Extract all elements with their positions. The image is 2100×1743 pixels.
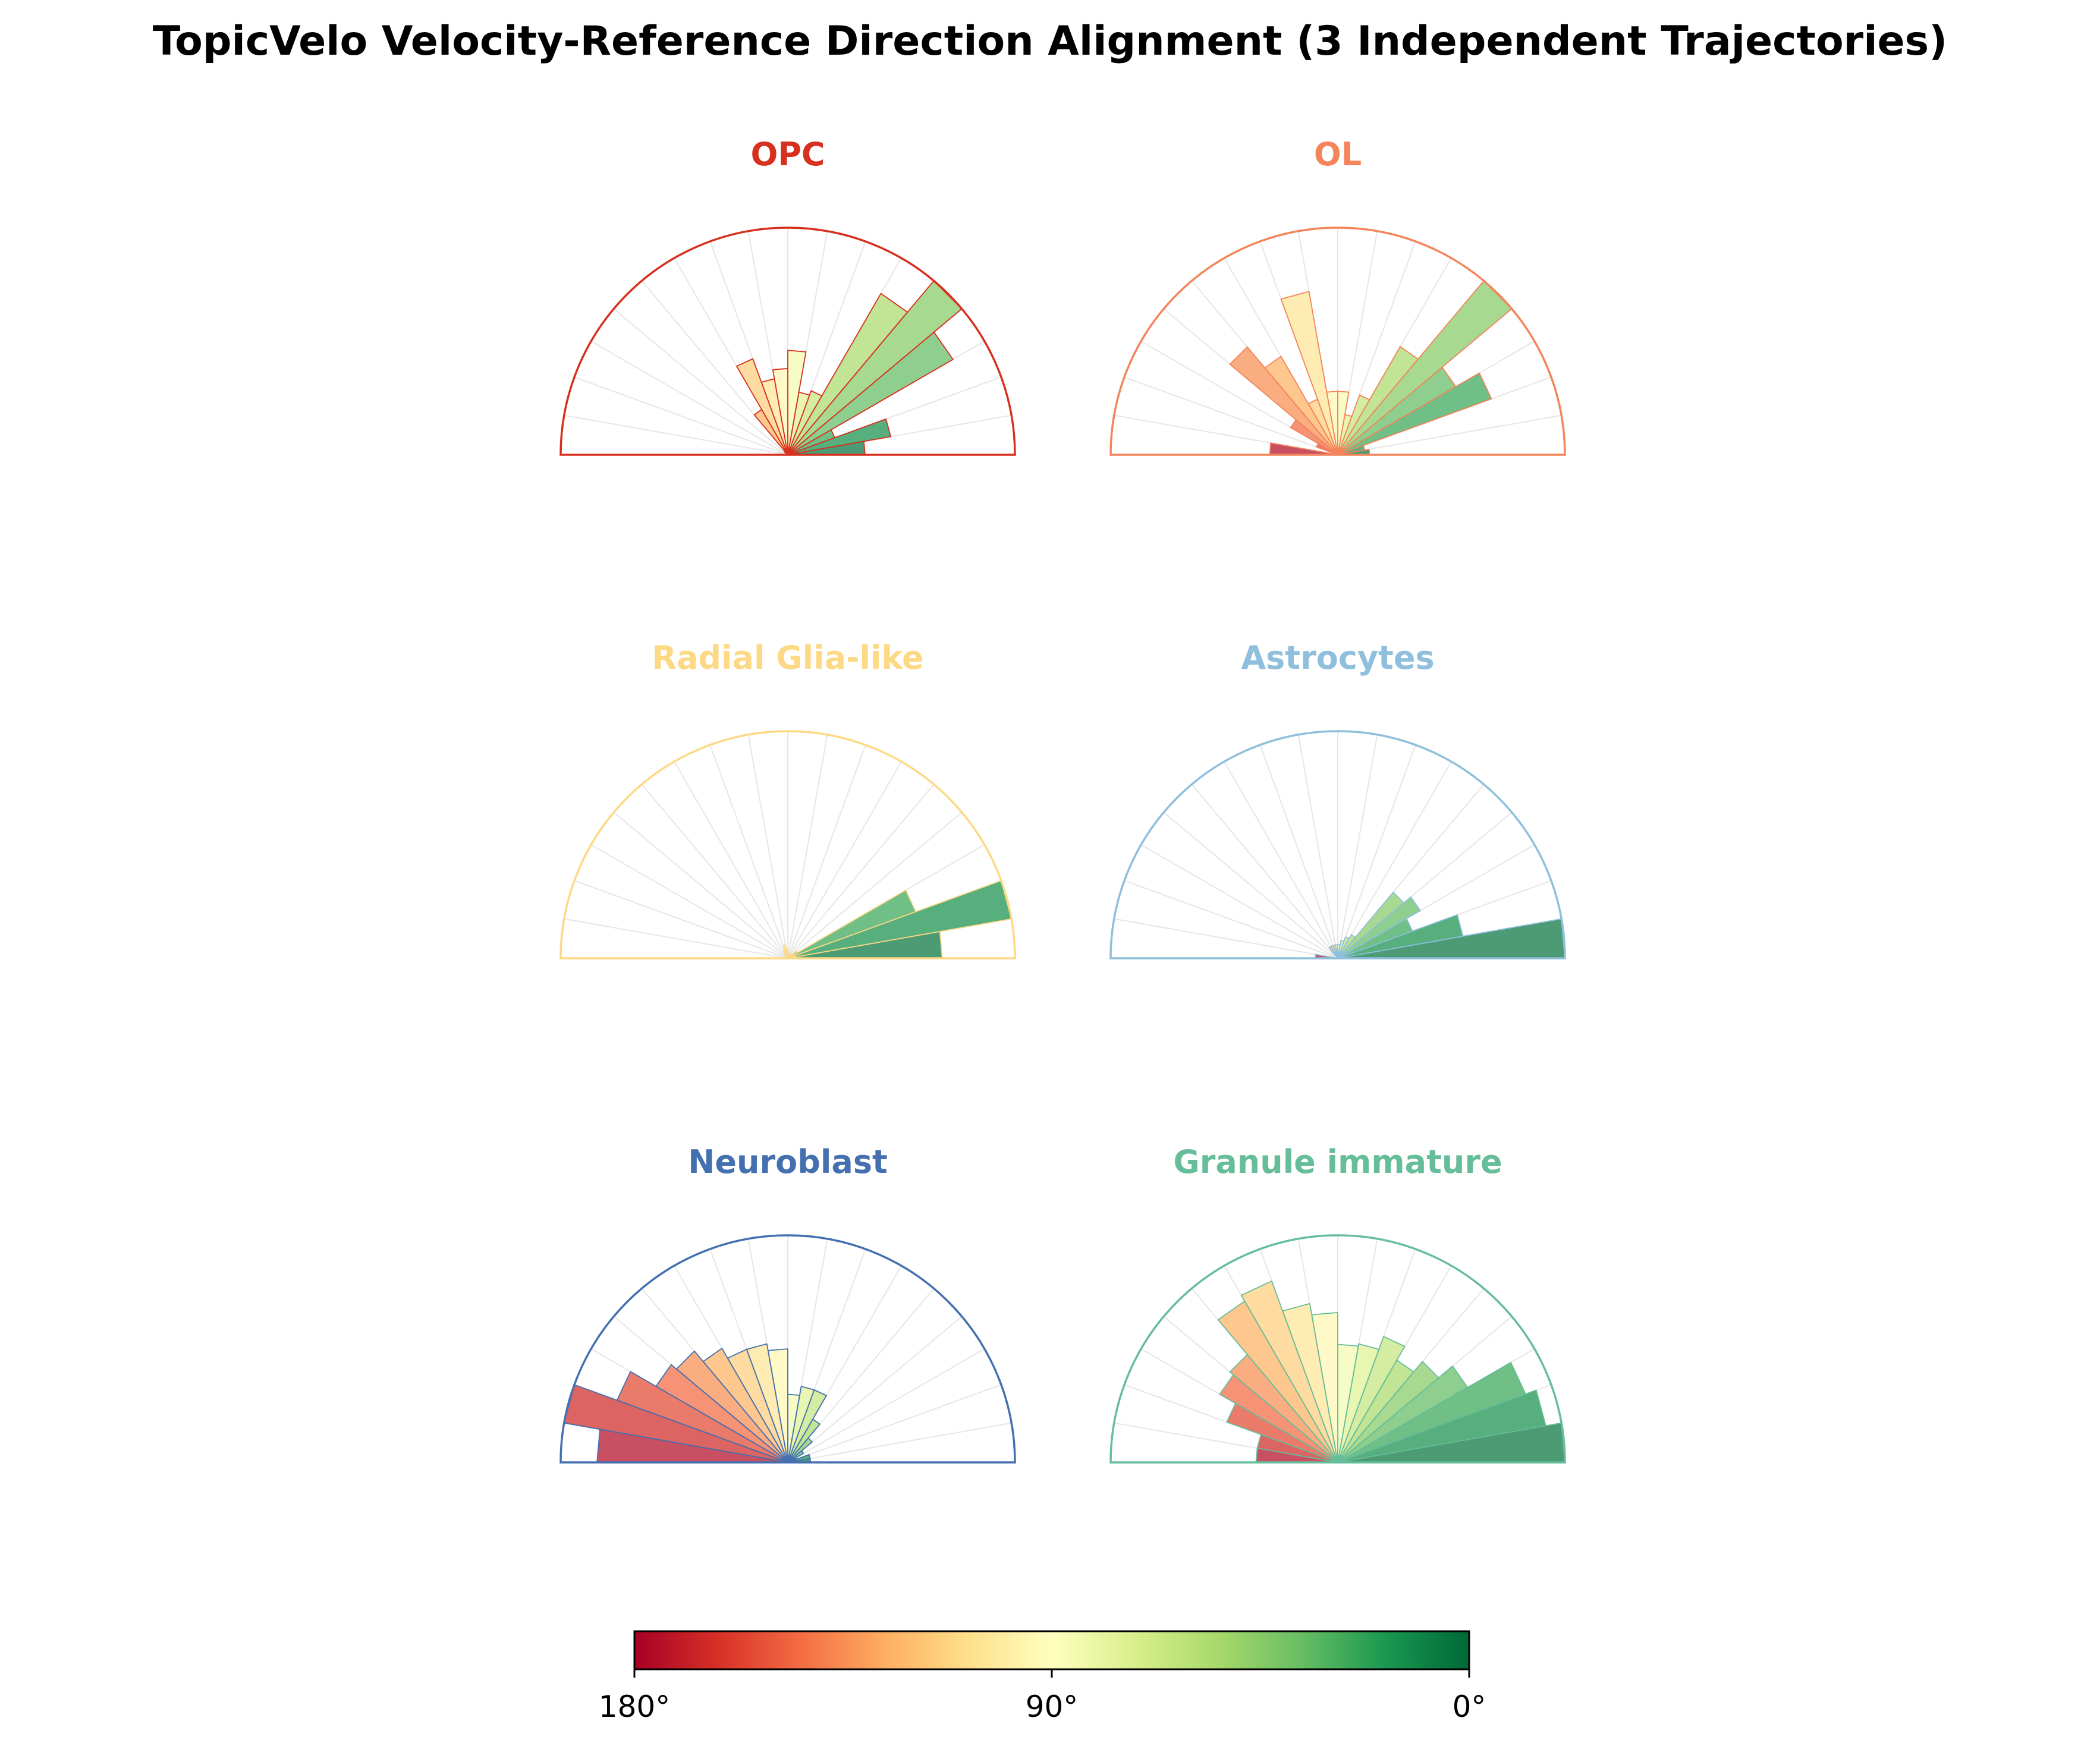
panel-title: OL bbox=[1314, 136, 1362, 173]
rose-panel-3: Astrocytes bbox=[1111, 639, 1565, 958]
panel-title: OPC bbox=[750, 136, 825, 173]
colorbar-tick-label-180: 180° bbox=[599, 1689, 670, 1724]
rose-panel-5: Granule immature bbox=[1111, 1143, 1565, 1462]
figure-canvas: TopicVelo Velocity-Reference Direction A… bbox=[0, 0, 2100, 1743]
panel-title: Neuroblast bbox=[688, 1143, 888, 1181]
rose-panel-1: OL bbox=[1111, 136, 1565, 455]
figure-title: TopicVelo Velocity-Reference Direction A… bbox=[153, 18, 1947, 65]
rose-panel-4: Neuroblast bbox=[561, 1143, 1015, 1462]
colorbar-tick-label-90: 90° bbox=[1026, 1689, 1079, 1724]
colorbar-gradient bbox=[634, 1631, 1469, 1669]
panel-title: Astrocytes bbox=[1241, 639, 1434, 677]
rose-panel-0: OPC bbox=[561, 136, 1015, 455]
panels-container: OPC OL Radial Glia-like Astrocytes Neuroblas… bbox=[561, 136, 1565, 1462]
panel-title: Radial Glia-like bbox=[652, 639, 923, 677]
panel-title: Granule immature bbox=[1173, 1143, 1502, 1181]
rose-panel-2: Radial Glia-like bbox=[561, 639, 1015, 958]
colorbar-tick-label-0: 0° bbox=[1453, 1689, 1486, 1724]
colorbar: 180° 90° 0° bbox=[599, 1631, 1486, 1724]
